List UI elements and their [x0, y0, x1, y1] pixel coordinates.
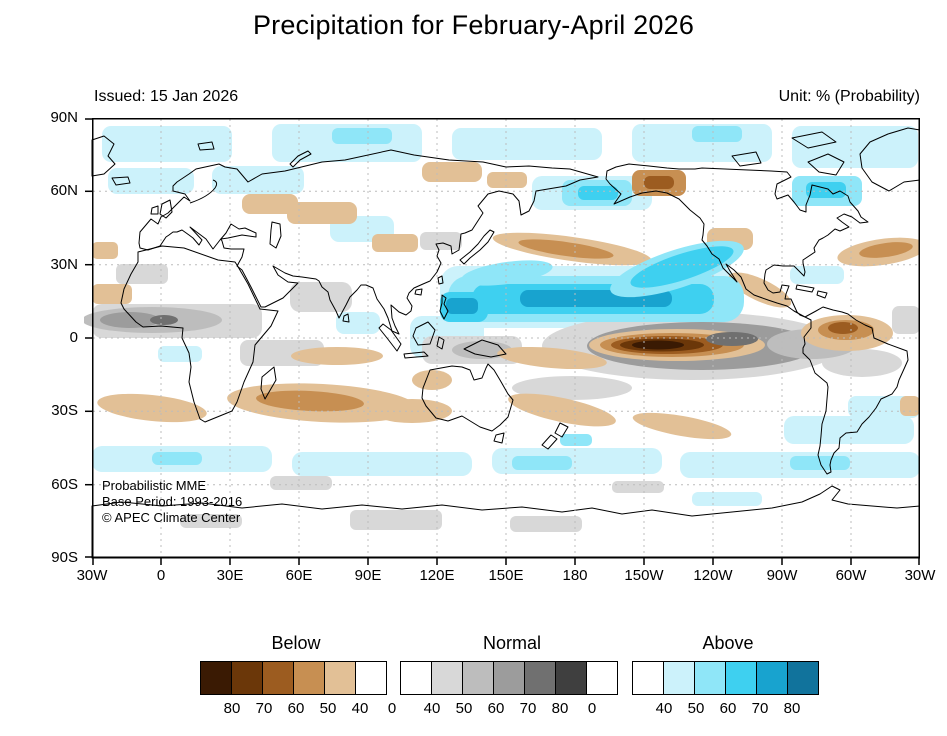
lon-tick-label: 30E	[216, 567, 244, 584]
legend-cell	[200, 661, 232, 695]
legend-cell	[787, 661, 819, 695]
legend-tick-label: 60	[287, 700, 305, 717]
legend-tick-label: 70	[255, 700, 273, 717]
legend-tick-label: 50	[455, 700, 473, 717]
issued-label: Issued: 15 Jan 2026	[94, 88, 239, 105]
legend-tick-label: 60	[719, 700, 737, 717]
figure-title: Precipitation for February-April 2026	[252, 10, 695, 40]
legend-cell	[324, 661, 356, 695]
legend-group-label-normal: Normal	[482, 633, 541, 653]
legend-cell	[231, 661, 263, 695]
legend-tick-label: 40	[655, 700, 673, 717]
legend-cell	[632, 661, 664, 695]
lon-tick-label: 30W	[76, 567, 108, 584]
legend-bar-below	[200, 661, 387, 695]
legend-cell	[756, 661, 788, 695]
near-normal-dark-spots	[150, 315, 758, 346]
legend-tick-label: 80	[223, 700, 241, 717]
legend-bar-above	[632, 661, 819, 695]
legend-group-label-below: Below	[271, 633, 321, 653]
unit-label: Unit: % (Probability)	[778, 88, 920, 105]
legend-cell	[293, 661, 325, 695]
map-annotations: Probabilistic MME Base Period: 1993-2016…	[102, 478, 242, 525]
lon-tick-label: 90W	[766, 567, 798, 584]
legend-cell	[493, 661, 525, 695]
map-border	[92, 118, 920, 558]
lon-tick-label: 180	[562, 567, 588, 584]
lat-tick-label: 0	[69, 329, 78, 346]
lat-tick-label: 90S	[51, 549, 78, 566]
lon-tick-label: 30W	[904, 567, 936, 584]
lat-tick-label: 30N	[50, 256, 78, 273]
legend-cell	[431, 661, 463, 695]
legend-cell	[262, 661, 294, 695]
legend-tick-label: 80	[783, 700, 801, 717]
annotation-copyright: © APEC Climate Center	[102, 510, 241, 525]
coastlines	[91, 127, 920, 475]
legend-tick-label: 60	[487, 700, 505, 717]
legend-tick-label: 40	[423, 700, 441, 717]
lon-tick-label: 60W	[835, 567, 867, 584]
legend-cell	[462, 661, 494, 695]
lon-tick-label: 90E	[354, 567, 382, 584]
lon-tick-label: 0	[156, 567, 166, 584]
annotation-mme: Probabilistic MME	[102, 478, 206, 493]
annotation-base-period: Base Period: 1993-2016	[102, 494, 242, 509]
legend-tick-label: 70	[519, 700, 537, 717]
legend-tick-label: 0	[387, 700, 397, 717]
legend-cell	[694, 661, 726, 695]
legend-tick-label: 70	[751, 700, 769, 717]
legend-tick-label: 50	[319, 700, 337, 717]
lon-tick-label: 150E	[488, 567, 524, 584]
lat-tick-label: 60S	[51, 476, 78, 493]
legend-cell	[355, 661, 387, 695]
legend-cell	[586, 661, 618, 695]
lon-tick-label: 150W	[624, 567, 664, 584]
legend-cell	[725, 661, 757, 695]
legend-tick-label: 50	[687, 700, 705, 717]
legend-cell	[663, 661, 695, 695]
lon-tick-label: 120E	[419, 567, 455, 584]
lat-tick-label: 60N	[50, 182, 78, 199]
lat-tick-label: 90N	[50, 109, 78, 126]
legend-group-label-above: Above	[702, 633, 754, 653]
legend-bar-normal	[400, 661, 618, 695]
legend-tick-label: 40	[351, 700, 369, 717]
axis-ticks	[85, 118, 920, 565]
legend-cell	[555, 661, 587, 695]
above-normal-core-regions	[152, 126, 862, 470]
lon-tick-label: 60E	[285, 567, 313, 584]
lon-tick-label: 120W	[693, 567, 733, 584]
legend-cell	[524, 661, 556, 695]
legend-tick-label: 80	[551, 700, 569, 717]
lat-tick-label: 30S	[51, 402, 78, 419]
legend-cell	[400, 661, 432, 695]
world-map-plot: Probabilistic MME Base Period: 1993-2016…	[84, 118, 920, 565]
legend-tick-label: 0	[587, 700, 597, 717]
